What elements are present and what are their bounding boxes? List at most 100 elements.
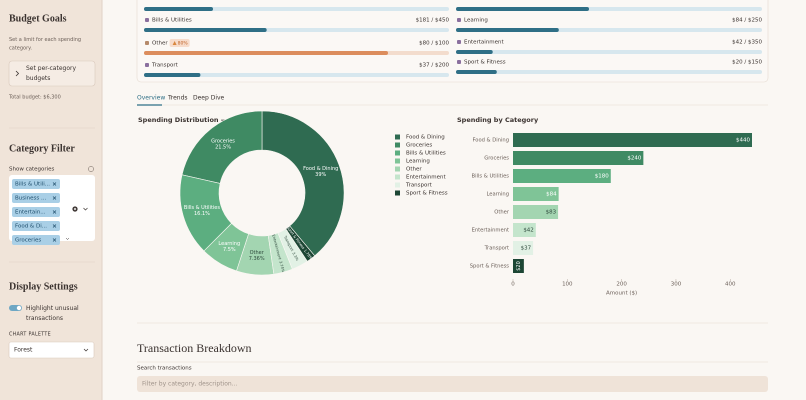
- progress-fill: [456, 28, 559, 32]
- legend-label: Groceries: [406, 143, 432, 149]
- y-tick-label: Groceries: [484, 156, 509, 162]
- slice-value: 21.5%: [215, 144, 231, 150]
- donut-slice: [236, 233, 275, 276]
- x-tick-label: 100: [562, 282, 573, 288]
- value-label: $42: [523, 228, 534, 234]
- tab[interactable]: Overview: [137, 95, 165, 102]
- chevron-icon: [15, 70, 20, 77]
- tag-remove-icon[interactable]: [52, 196, 57, 200]
- scroll-icon: [65, 237, 70, 240]
- palette-select[interactable]: [8, 341, 95, 359]
- x-tick-label: 0: [511, 282, 515, 288]
- slice-value: 7.36%: [249, 255, 265, 261]
- tag[interactable]: [12, 193, 60, 203]
- field-label: Search transactions: [137, 366, 192, 372]
- x-axis-title: Amount ($): [606, 291, 637, 297]
- bar: [513, 259, 524, 273]
- slice-value: 3.74%: [278, 261, 285, 274]
- tag-label: Entertain...: [15, 210, 46, 216]
- slice-value: 3.3%: [291, 252, 299, 262]
- category-icon: [145, 41, 149, 45]
- budget-amount: $20 / $150: [732, 60, 762, 66]
- total-budget: Total budget: $6,300: [8, 95, 61, 101]
- progress-fill: [456, 50, 493, 54]
- field-label: CHART PALETTE: [9, 332, 51, 338]
- toggle-label: Highlight unusual transactions: [26, 305, 79, 322]
- budget-amount: $80 / $100: [419, 41, 449, 47]
- tag-remove-icon[interactable]: [52, 238, 57, 242]
- section-title: Budget Goals: [9, 13, 67, 24]
- tag[interactable]: [12, 179, 60, 189]
- bar: [513, 133, 752, 147]
- warning-icon: [172, 41, 177, 45]
- y-tick-label: Entertainment: [472, 228, 509, 234]
- tag-remove-icon[interactable]: [52, 210, 57, 214]
- tag[interactable]: [12, 207, 60, 217]
- section-title: Category Filter: [9, 143, 75, 154]
- tag-label: Groceries: [15, 238, 41, 244]
- budget-amount: $181 / $450: [416, 18, 450, 24]
- section-title: Display Settings: [9, 281, 78, 292]
- legend-swatch: [395, 182, 400, 188]
- legend-label: Transport: [405, 183, 433, 189]
- y-tick-label: Other: [494, 210, 510, 216]
- slice-value: 16.1%: [194, 210, 210, 216]
- y-tick-label: Bills & Utilities: [472, 174, 510, 180]
- search-input[interactable]: [137, 376, 768, 392]
- button-label[interactable]: Set per-category budgets: [26, 65, 76, 82]
- bar: [513, 151, 644, 165]
- tag-label: Business ...: [15, 196, 46, 202]
- palette-value[interactable]: Forest: [14, 347, 33, 354]
- tab[interactable]: Deep Dive: [193, 95, 225, 102]
- bar: [513, 223, 536, 237]
- tab[interactable]: Trends: [167, 95, 188, 102]
- tag-remove-icon[interactable]: [52, 224, 57, 228]
- legend-label: Food & Dining: [406, 135, 445, 141]
- category-icon: [145, 63, 149, 67]
- help-icon[interactable]: [88, 166, 94, 172]
- legend-swatch: [395, 134, 400, 140]
- value-label: $83: [546, 210, 557, 216]
- legend-swatch: [395, 150, 400, 156]
- chart-title: Spending by Category: [457, 116, 539, 124]
- progress-fill: [144, 7, 213, 11]
- donut-slice: [261, 110, 345, 257]
- budget-button[interactable]: [8, 60, 96, 87]
- legend-swatch: [395, 158, 400, 164]
- dropdown-icon: [83, 348, 89, 352]
- progress-fill: [456, 7, 589, 11]
- x-tick-label: 200: [616, 282, 627, 288]
- x-tick-label: 300: [671, 282, 682, 288]
- y-tick-label: Learning: [486, 192, 509, 198]
- value-label: $37: [521, 246, 532, 252]
- slice-label: Groceries 21.5%: [211, 138, 235, 150]
- y-tick-label: Transport: [484, 246, 509, 252]
- tag-label: Food & Di...: [15, 224, 47, 230]
- tag[interactable]: [12, 235, 60, 245]
- progress-track: [144, 73, 449, 77]
- budget-amount: $42 / $350: [732, 40, 762, 46]
- dropdown-icon[interactable]: [83, 207, 88, 211]
- field-label: Show categories: [9, 167, 55, 173]
- budget-name: Bills & Utilities: [152, 18, 192, 24]
- value-label: $180: [595, 174, 609, 180]
- x-tick-label: 400: [725, 282, 736, 288]
- category-icon: [145, 18, 149, 22]
- y-tick-label: Food & Dining: [472, 138, 509, 144]
- tag-remove-icon[interactable]: [52, 182, 57, 186]
- slice-category: Groceries: [211, 138, 235, 144]
- progress-fill: [144, 73, 201, 77]
- category-icon: [457, 18, 461, 22]
- bar: [513, 187, 559, 201]
- tag[interactable]: [12, 221, 60, 231]
- legend-label: Learning: [406, 159, 430, 165]
- slice-value: 39%: [315, 172, 326, 178]
- donut-slice: [267, 232, 293, 275]
- toggle-knob: [16, 305, 22, 311]
- section-heading: Transaction Breakdown: [137, 341, 252, 355]
- chart-title: Spending Distribution — August 2023: [138, 116, 276, 124]
- value-label: $440: [736, 138, 750, 144]
- legend-label: Other: [406, 167, 422, 173]
- donut-slice: [285, 225, 316, 262]
- description: Set a limit for each spending category.: [9, 37, 81, 52]
